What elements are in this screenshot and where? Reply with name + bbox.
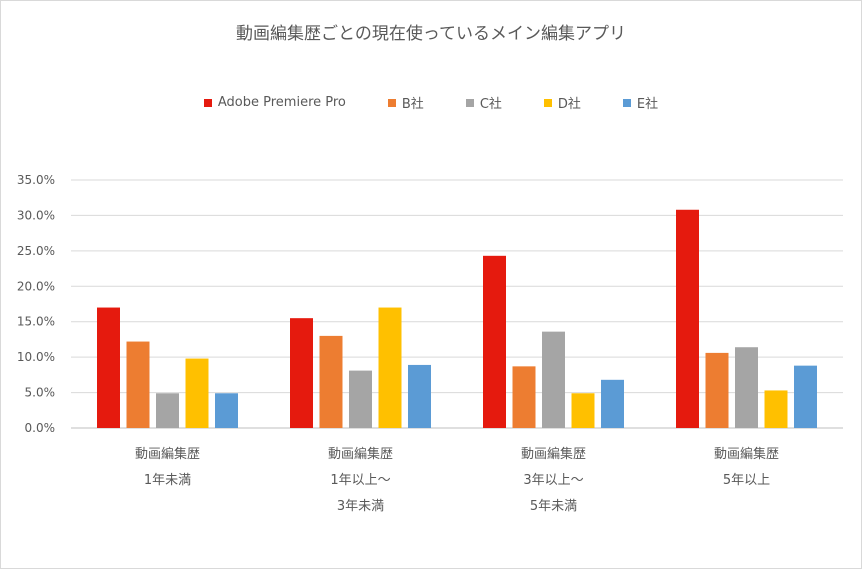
legend-item-1: B社 [387, 93, 424, 112]
bar-3-4 [794, 365, 817, 428]
chart-legend: Adobe Premiere Pro B社 C社 D社 E社 [1, 93, 861, 112]
x-category-label-3-1: 5年以上 [723, 473, 770, 488]
y-tick-label-5: 25.0% [17, 244, 55, 258]
bar-0-3 [185, 358, 209, 428]
bar-1-1 [319, 335, 343, 428]
x-category-label-1-1: 1年以上～ [330, 473, 390, 488]
legend-item-3: D社 [543, 93, 581, 112]
legend-label-3: D社 [557, 97, 581, 112]
bar-2-1 [512, 366, 536, 428]
bar-3-1 [705, 352, 729, 428]
bar-0-2 [156, 393, 179, 428]
legend-item-4: E社 [622, 93, 659, 112]
legend-item-0: Adobe Premiere Pro [203, 93, 346, 112]
legend-swatch-0 [203, 98, 212, 107]
bar-0-1 [126, 341, 150, 428]
legend-label-4: E社 [636, 97, 659, 112]
bar-3-2 [735, 347, 758, 428]
bar-2-2 [542, 331, 565, 428]
x-category-label-0-1: 1年未満 [144, 473, 191, 488]
bar-0-4 [215, 393, 238, 428]
legend-label-2: C社 [479, 97, 502, 112]
y-tick-label-6: 30.0% [17, 208, 55, 222]
y-tick-label-4: 20.0% [17, 279, 55, 293]
x-category-label-1-0: 動画編集歴 [328, 446, 393, 462]
bar-1-3 [378, 307, 402, 428]
x-category-label-2-2: 5年未満 [530, 499, 577, 514]
bar-2-4 [601, 379, 624, 428]
x-category-label-0-0: 動画編集歴 [135, 446, 200, 462]
legend-swatch-2 [465, 98, 474, 107]
chart-title: 動画編集歴ごとの現在使っているメイン編集アプリ [236, 24, 626, 44]
legend-swatch-4 [622, 98, 631, 107]
y-tick-label-0: 0.0% [25, 421, 56, 435]
x-category-label-1-2: 3年未満 [337, 499, 384, 514]
bar-2-3 [571, 393, 595, 428]
legend-label-1: B社 [401, 97, 424, 112]
bar-0-0 [97, 307, 120, 428]
legend-swatch-1 [387, 98, 396, 107]
bar-1-2 [349, 370, 372, 428]
bar-3-3 [764, 390, 788, 428]
y-tick-label-1: 5.0% [25, 386, 56, 400]
bar-1-4 [408, 364, 431, 428]
x-category-label-3-0: 動画編集歴 [714, 446, 779, 462]
y-tick-label-2: 10.0% [17, 350, 55, 364]
x-category-label-2-0: 動画編集歴 [521, 446, 586, 462]
bar-3-0 [676, 209, 699, 428]
legend-label-0: Adobe Premiere Pro [217, 95, 346, 110]
y-tick-label-7: 35.0% [17, 173, 55, 187]
bar-2-0 [483, 255, 506, 428]
legend-swatch-3 [543, 98, 552, 107]
y-tick-label-3: 15.0% [17, 315, 55, 329]
x-category-label-2-1: 3年以上～ [523, 473, 583, 488]
legend-item-2: C社 [465, 93, 502, 112]
bar-1-0 [290, 318, 313, 428]
